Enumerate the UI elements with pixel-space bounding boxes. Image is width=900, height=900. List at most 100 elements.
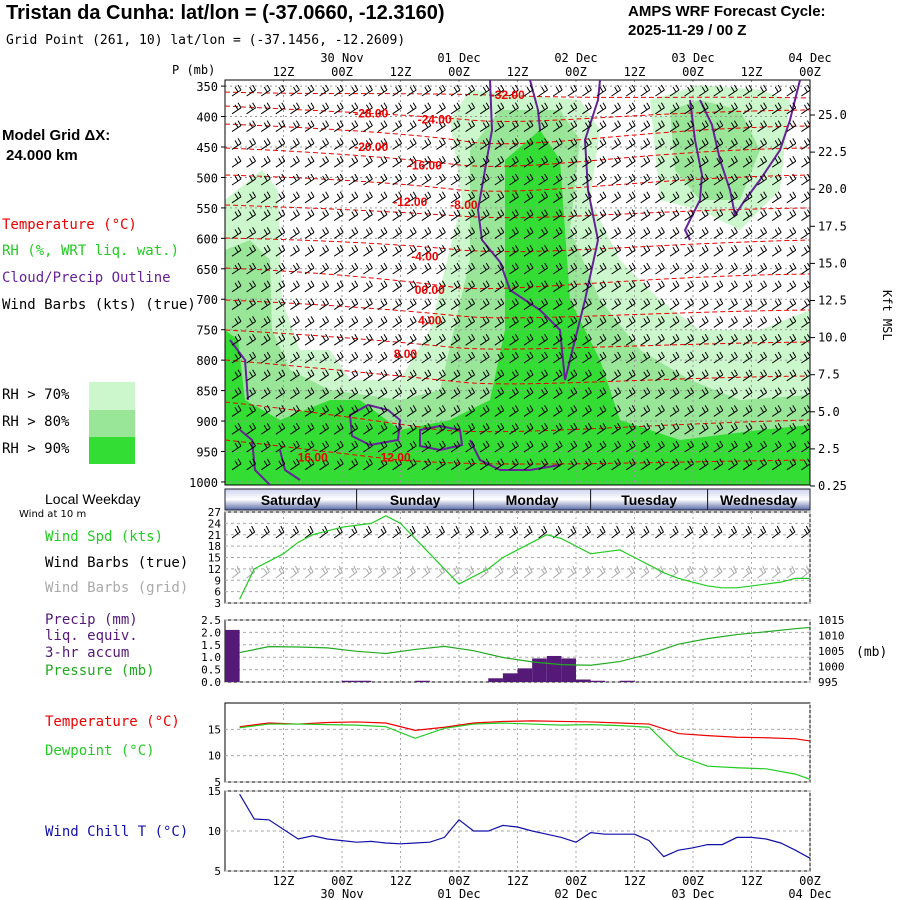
wind-barb [713,120,724,133]
pressure-tick-label: 1010 [818,630,845,643]
wind-barb [786,440,797,453]
wind-barb [742,173,753,186]
wind-barb [582,280,592,293]
wind-barb [771,120,782,133]
wind-barb [479,191,490,204]
wind-barb [348,227,359,239]
pressure-tick-label: 600 [196,232,218,246]
wind-barb [260,138,271,150]
wind-barb [450,440,461,453]
wind-barb [567,155,578,168]
wind-barb [625,173,636,186]
wind-barb [757,333,768,346]
wind-barb [640,387,651,400]
wind-barb [304,138,315,150]
wind-barb [582,138,592,150]
wind-barb [494,316,505,328]
wind-barb [290,351,300,364]
wind-barb [377,84,388,97]
wind-barb [246,280,257,293]
wind-barb-grid [713,565,723,579]
wind-barb [479,369,490,382]
wind-barb [290,138,300,150]
wind-barb [786,280,797,293]
wind-barb [363,209,373,222]
wind-barb [567,369,578,382]
wind-barb [392,120,403,133]
wind-barb [523,280,534,293]
wind-barb [538,227,549,239]
wind-barb [479,84,490,97]
wind-barb [552,191,563,204]
panel-tick-label: 6 [214,586,221,599]
wind-barb [582,422,592,435]
wind-barb [523,440,534,453]
wind-barb [596,298,607,311]
wind-barb [552,333,563,346]
wind-barb [801,102,810,115]
wind-barb [465,84,476,97]
wind-barb [669,138,680,150]
wind-barb [538,262,549,275]
wind-barb [684,458,695,471]
wind-barb [509,102,519,115]
wind-barb [728,316,738,328]
dewpoint-line [239,722,811,780]
wind-barb [377,244,388,257]
wind-barb [771,84,782,97]
wind-barb [421,351,432,364]
temperature-contours [225,91,810,465]
wind-barb [757,244,768,257]
wind-barb [625,316,636,328]
wind-barb [479,351,490,364]
wind-barb [655,191,665,204]
wind-barb-true [728,525,738,539]
wind-barb [771,262,782,275]
wind-barb [509,316,519,328]
wind-barb-grid [728,565,738,579]
wind-barb-grid [465,565,475,579]
forecast-cycle-label: AMPS WRF Forecast Cycle: [628,3,826,20]
bottom-hour-label: 00Z [799,874,821,888]
wind-barb [771,173,782,186]
wind-barb [625,102,636,115]
wind-barb [771,440,782,453]
wind-barb [684,155,695,168]
wind-barb [465,387,476,400]
wind-barb [640,262,651,275]
wind-barb [582,333,592,346]
wind-barb [698,280,709,293]
wind-barb-grid [304,565,314,579]
wind-barb [348,422,359,435]
wind-barb-grid [684,565,694,579]
height-tick-label: 20.0 [818,182,847,196]
wind-chill-panel: 5 10 15 [208,785,811,878]
panel-tick-label: 9 [214,574,221,587]
wind-barb [698,298,709,311]
cross-section-wind-barbs [231,84,810,471]
forecast-cycle-value: 2025-11-29 / 00 Z [628,22,747,39]
wind-barb-grid [392,565,402,579]
wind-barb [450,351,461,364]
wind-barb [246,244,257,257]
wind-barb [290,262,300,275]
wind-barb-true [509,525,519,539]
wind-barb [436,298,446,311]
wind-barb [713,155,724,168]
wind-barb [625,405,636,417]
wind-barb [348,298,359,311]
wind-barb [655,333,665,346]
wind-barb [392,173,403,186]
wind-barb [260,440,271,453]
wind-barb [742,191,753,204]
bottom-date-label: 04 Dec [788,887,831,900]
wind-barb [684,138,695,150]
wind-barb [742,405,753,417]
wind-barb [246,298,257,311]
wind-barb [377,369,388,382]
wind-barb [757,191,768,204]
wind-barb [421,191,432,204]
wind-barb-grid [494,565,504,579]
wind-barb [290,316,300,328]
wind-barb [611,227,622,239]
